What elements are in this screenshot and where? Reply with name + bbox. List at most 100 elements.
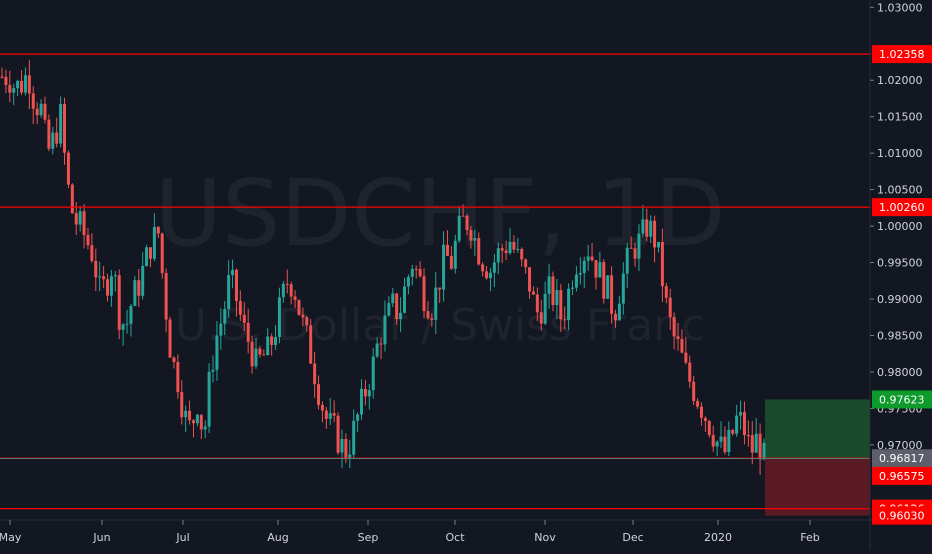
candle-body [207, 371, 211, 427]
time-axis[interactable] [0, 520, 932, 550]
candle [293, 290, 297, 309]
candle-body [20, 80, 24, 93]
candle [137, 268, 141, 307]
candle-body [656, 241, 660, 248]
candle [367, 383, 371, 410]
position-zones[interactable] [765, 399, 870, 516]
candle [492, 254, 496, 288]
candle-body [293, 296, 297, 300]
price-label-text: 1.02358 [879, 48, 925, 61]
candle [90, 233, 94, 264]
candle [715, 440, 719, 457]
candle [449, 245, 453, 270]
price-axis[interactable] [870, 0, 932, 520]
candle-body [453, 240, 457, 269]
candle-body [348, 454, 352, 459]
candle [653, 215, 657, 263]
candle-body [4, 76, 8, 85]
candle-body [535, 294, 539, 313]
candle-body [477, 238, 481, 265]
candle-body [379, 343, 383, 345]
candle [363, 379, 367, 406]
candle-body [176, 362, 180, 393]
candle [739, 400, 743, 430]
x-tick-label: May [0, 531, 22, 544]
candle [324, 406, 328, 429]
candle [39, 99, 43, 118]
candle-body [516, 248, 520, 250]
candle [102, 266, 106, 289]
candle-body [317, 384, 321, 405]
y-tick-label: 0.99500 [877, 257, 923, 270]
price-label-text: 0.96575 [879, 470, 925, 483]
candle [551, 271, 555, 312]
candle-body [492, 262, 496, 273]
price-label-bg [872, 449, 932, 468]
candle-body [250, 341, 254, 367]
candle-body [277, 297, 281, 337]
candle [309, 319, 313, 365]
candle [606, 275, 610, 300]
price-label-text: 0.96030 [879, 510, 925, 523]
candle-body [750, 435, 754, 453]
stop-zone[interactable] [765, 458, 870, 516]
horizontal-lines[interactable] [0, 53, 870, 510]
candle [94, 248, 98, 292]
candle [106, 274, 110, 302]
candle-body [438, 287, 442, 290]
candle-body [106, 279, 110, 296]
candle [524, 258, 528, 274]
candle [672, 312, 676, 350]
y-tick-label: 0.97000 [877, 439, 923, 452]
candle [317, 375, 321, 410]
candle-body [145, 247, 149, 267]
candle [297, 299, 301, 316]
candle-body [274, 336, 278, 345]
candle [31, 86, 35, 125]
candle [434, 272, 438, 334]
candle-body [395, 293, 399, 320]
candle-body [211, 369, 215, 372]
candle [598, 251, 602, 278]
candle [477, 232, 481, 266]
candle-body [703, 417, 707, 421]
candle [430, 313, 434, 327]
candle-body [66, 152, 70, 185]
candle-body [449, 255, 453, 269]
candle-body [649, 220, 653, 237]
candle-body [504, 250, 508, 254]
target-zone[interactable] [765, 399, 870, 459]
candle-body [578, 273, 582, 275]
candle [109, 269, 113, 307]
x-tick-label: Jul [175, 531, 189, 544]
candle [211, 355, 215, 383]
candle [215, 320, 219, 381]
candle [660, 228, 664, 302]
candle-body [418, 269, 422, 277]
candle [563, 306, 567, 330]
candle-body [168, 319, 172, 358]
candle-body [445, 244, 449, 256]
candle-body [676, 336, 680, 339]
candle-body [270, 336, 274, 345]
candle [399, 297, 403, 333]
candle [528, 267, 532, 299]
price-label-bg [872, 506, 932, 525]
candle-body [746, 435, 750, 437]
candle-body [496, 248, 500, 263]
y-tick-label: 1.00000 [877, 220, 923, 233]
candle-body [148, 247, 152, 259]
candle-body [51, 132, 55, 149]
candle-body [340, 438, 344, 453]
candle [188, 400, 192, 425]
candle [758, 423, 762, 475]
candle-body [707, 420, 711, 436]
candle-body [27, 75, 31, 94]
candle-body [195, 414, 199, 424]
candle-body [109, 276, 113, 296]
candle [66, 150, 70, 189]
candle-body [500, 248, 504, 251]
candle-body [664, 286, 668, 298]
